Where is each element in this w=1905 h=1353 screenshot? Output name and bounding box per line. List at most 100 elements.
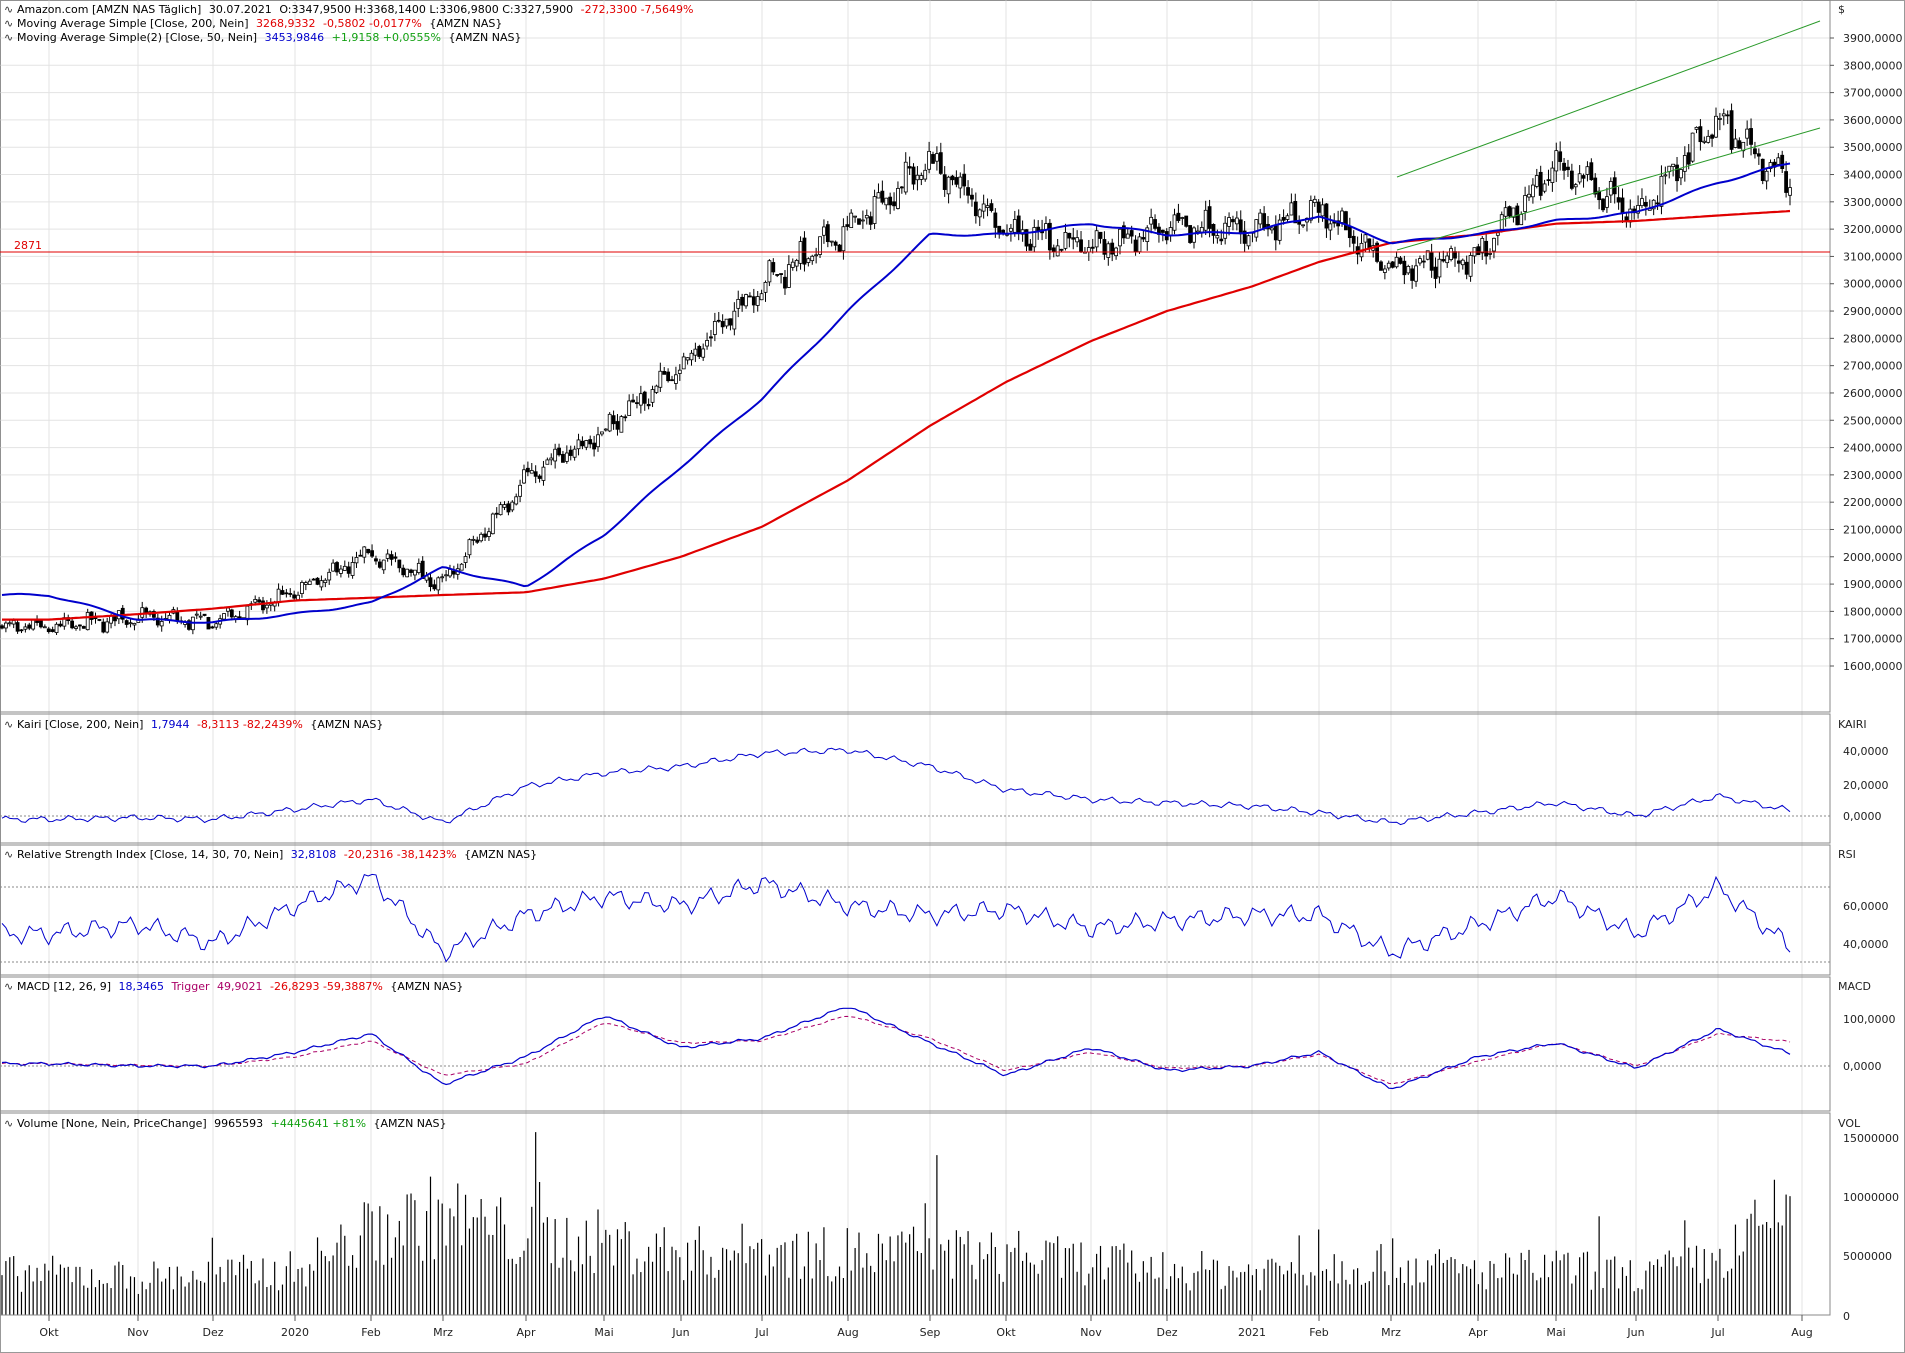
macd-line [1, 1007, 1791, 1090]
rsi-line [1, 873, 1791, 963]
candle-up [806, 258, 811, 263]
candle-down [374, 558, 378, 562]
candle-up [919, 175, 924, 180]
month-label: Jul [1710, 1326, 1724, 1339]
candle-down [1262, 213, 1267, 229]
candle-down [716, 319, 721, 322]
candle-up [1605, 196, 1609, 208]
candle-up [1168, 227, 1173, 237]
candle-up [1714, 115, 1718, 138]
price-tick-label: 3600,0000 [1843, 114, 1903, 127]
candle-up [599, 431, 604, 435]
candle-up [1659, 175, 1664, 207]
price-tick-label: 2300,0000 [1843, 469, 1903, 482]
candle-up [1320, 204, 1325, 217]
candle-down [989, 203, 994, 211]
candle-up [1340, 210, 1344, 223]
candle-up [1246, 235, 1251, 247]
price-change: -272,3300 -7,5649% [581, 3, 694, 16]
candle-up [1511, 207, 1516, 218]
candle-up [786, 264, 791, 288]
candle-up [1145, 227, 1150, 242]
candle-up [674, 374, 678, 384]
candle-down [592, 442, 597, 450]
price-tick-label: 1700,0000 [1843, 633, 1903, 646]
volume-tick-15m: 15000000 [1843, 1132, 1899, 1145]
price-tick-label: 3800,0000 [1843, 59, 1903, 72]
candle-up [1585, 166, 1590, 175]
candle-up [253, 599, 258, 603]
candle-up [440, 576, 445, 579]
candle-down [1293, 200, 1298, 224]
candle-up [689, 352, 694, 361]
ma200-legend-value: 3268,9332 [256, 17, 316, 30]
candle-up [1363, 234, 1368, 243]
candle-up [1020, 229, 1025, 235]
price-tick-label: 1900,0000 [1843, 578, 1903, 591]
candle-up [1192, 227, 1196, 243]
candle-down [124, 620, 129, 625]
candle-up [1768, 162, 1773, 170]
candle-down [1620, 197, 1625, 214]
month-label: Mai [594, 1326, 613, 1339]
candle-down [1402, 260, 1407, 276]
candle-down [1546, 179, 1551, 182]
candle-down [1566, 166, 1570, 171]
candle-up [923, 169, 928, 180]
candle-up [342, 565, 347, 571]
candle-up [1702, 140, 1707, 143]
candle-up [1199, 227, 1204, 233]
candle-up [385, 553, 390, 559]
month-label: Feb [361, 1326, 380, 1339]
candle-down [1129, 230, 1134, 237]
candle-down [1051, 247, 1056, 253]
kairi-panel: KAIRI 40,0000 20,0000 0,0000 ∿ Kairi [Cl… [0, 713, 1889, 844]
candle-up [467, 539, 472, 556]
candle-down [728, 318, 733, 326]
candle-up [226, 607, 230, 612]
candle-up [677, 369, 682, 374]
candle-down [1421, 260, 1426, 263]
support-line-label: 2871 [14, 239, 42, 252]
candle-down [202, 613, 207, 616]
candle-down [155, 617, 160, 626]
candle-down [1153, 219, 1157, 229]
candle-up [736, 298, 741, 309]
candle-up [1573, 184, 1578, 188]
candle-down [432, 584, 437, 590]
candle-down [1581, 175, 1586, 179]
candle-down [27, 624, 32, 629]
month-label: Jul [754, 1326, 768, 1339]
channel-upper-line [1396, 20, 1821, 178]
candle-up [1488, 253, 1492, 255]
candle-down [1184, 215, 1189, 227]
candle-down [1141, 237, 1146, 240]
candle-down [962, 173, 967, 187]
ma50-line [1, 162, 1791, 624]
candle-up [448, 568, 452, 577]
kairi-legend-value: 1,7944 [151, 718, 190, 731]
candle-up [319, 580, 324, 588]
candle-down [1238, 219, 1243, 235]
price-panel-frame [0, 0, 1831, 713]
candle-up [7, 622, 12, 625]
candle-up [1706, 135, 1711, 143]
candle-down [779, 273, 783, 275]
candle-down [475, 539, 480, 543]
candle-down [899, 186, 904, 189]
candle-up [935, 153, 939, 162]
candle-up [619, 416, 624, 433]
candle-up [927, 150, 932, 170]
candle-down [113, 615, 117, 622]
price-tick-label: 3000,0000 [1843, 278, 1903, 291]
month-label: Okt [39, 1326, 59, 1339]
candle-down [101, 621, 106, 633]
candle-down [335, 562, 339, 573]
candle-up [822, 226, 826, 236]
candle-down [950, 175, 955, 181]
candle-down [880, 190, 885, 203]
price-tick-label: 3400,0000 [1843, 169, 1903, 182]
candle-down [409, 569, 413, 573]
candle-down [802, 237, 807, 265]
